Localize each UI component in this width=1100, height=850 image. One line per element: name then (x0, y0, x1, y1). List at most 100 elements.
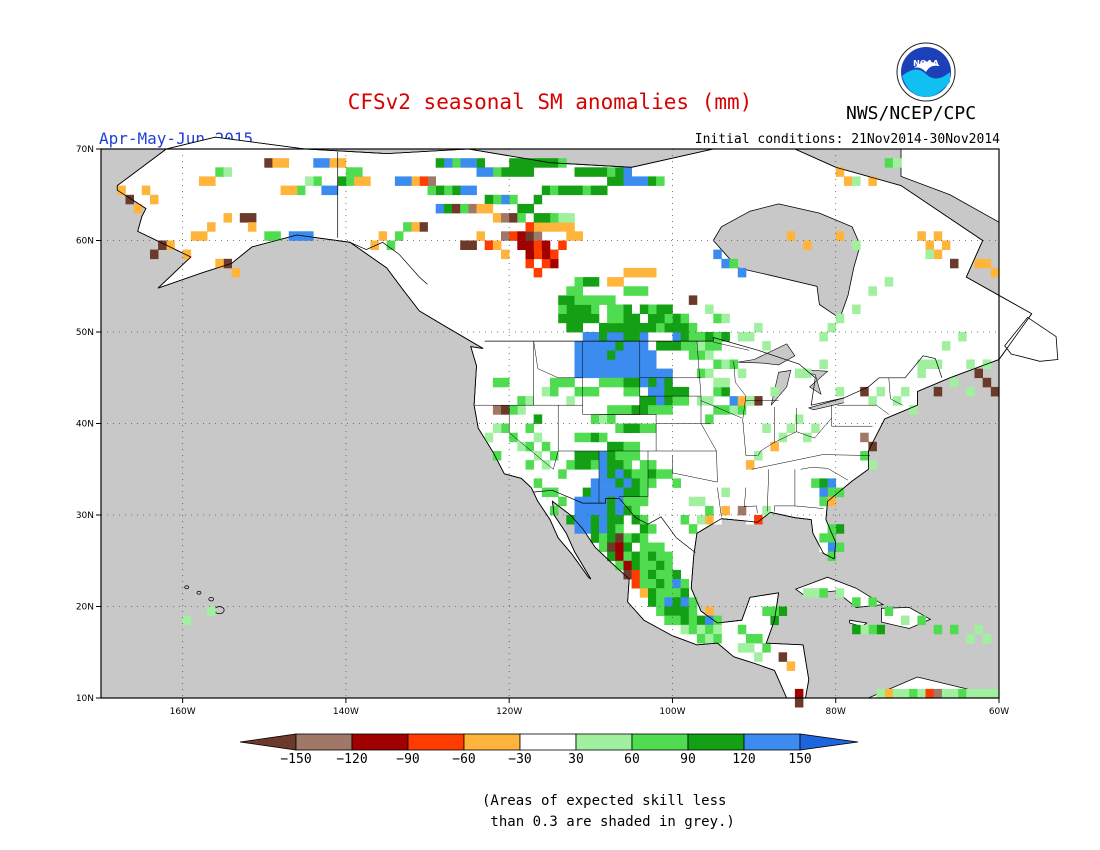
anomaly-cell (623, 451, 632, 461)
anomaly-cell (680, 386, 690, 397)
anomaly-cell (582, 295, 592, 305)
anomaly-cell (811, 478, 820, 488)
anomaly-cell (639, 405, 649, 415)
anomaly-cell (533, 213, 543, 223)
anomaly-cell (705, 606, 714, 616)
anomaly-cell (566, 313, 575, 324)
anomaly-cell (305, 231, 314, 241)
anomaly-cell (974, 688, 983, 699)
anomaly-cell (492, 213, 502, 223)
anomaly-cell (525, 158, 534, 168)
anomaly-cell (574, 286, 583, 296)
anomaly-cell (607, 176, 616, 186)
anomaly-cell (819, 359, 828, 369)
anomaly-cell (688, 350, 698, 360)
anomaly-cell (411, 176, 420, 186)
anomaly-cell (656, 588, 665, 598)
anomaly-cell (623, 313, 632, 324)
anomaly-cell (631, 478, 641, 488)
country-border (349, 241, 428, 285)
anomaly-cell (525, 423, 534, 433)
anomaly-cell (509, 432, 518, 443)
lat-label: 10N (76, 694, 94, 704)
state-border (744, 487, 758, 514)
anomaly-cell (582, 496, 592, 507)
anomaly-cell (296, 185, 306, 196)
anomaly-cell (533, 158, 543, 168)
anomaly-cell (925, 359, 934, 369)
anomaly-cell (582, 277, 592, 287)
anomaly-cell (737, 368, 747, 379)
colorbar-label: 150 (788, 752, 811, 767)
anomaly-cell (607, 515, 616, 525)
anomaly-cell (631, 359, 641, 369)
anomaly-cell (150, 194, 159, 205)
anomaly-cell (574, 515, 583, 525)
anomaly-cell (966, 386, 975, 397)
anomaly-cell (794, 688, 804, 699)
anomaly-cell (590, 167, 600, 177)
anomaly-cell (639, 368, 649, 379)
anomaly-cell (778, 432, 788, 443)
anomaly-cell (599, 341, 608, 351)
anomaly-cell (223, 167, 232, 177)
anomaly-cell (860, 451, 869, 461)
anomaly-cell (917, 615, 926, 626)
anomaly-cell (713, 624, 722, 635)
anomaly-cell (582, 350, 592, 360)
anomaly-cell (794, 414, 804, 424)
anomaly-cell (501, 423, 510, 433)
anomaly-cell (680, 615, 690, 626)
anomaly-cell (590, 496, 600, 507)
anomaly-cell (705, 368, 714, 379)
anomaly-cell (615, 359, 624, 369)
anomaly-cell (648, 469, 657, 479)
anomaly-cell (558, 158, 567, 168)
anomaly-cell (680, 579, 690, 589)
state-border (733, 361, 747, 456)
anomaly-cell (721, 487, 730, 498)
anomaly-cell (892, 158, 902, 168)
anomaly-cell (501, 377, 510, 388)
colorbar-swatch (463, 733, 521, 751)
anomaly-cell (705, 515, 714, 525)
anomaly-cell (639, 322, 649, 333)
lat-label: 30N (76, 511, 94, 521)
lake-superior (737, 343, 796, 366)
anomaly-cell (615, 441, 624, 452)
anomaly-cell (705, 634, 714, 644)
anomaly-cell (950, 624, 959, 635)
anomaly-cell (664, 341, 673, 351)
anomaly-cell (982, 688, 992, 699)
anomaly-cell (990, 386, 1000, 397)
anomaly-cell (696, 624, 706, 635)
anomaly-cell (590, 487, 600, 498)
anomaly-cell (623, 176, 632, 186)
anomaly-cell (615, 322, 624, 333)
anomaly-cell (672, 341, 681, 351)
colorbar-swatch (351, 733, 409, 751)
anomaly-cell (876, 688, 885, 699)
anomaly-cell (615, 524, 624, 534)
state-border (618, 451, 649, 497)
anomaly-cell (648, 524, 657, 534)
anomaly-cell (819, 496, 828, 507)
anomaly-cell (639, 332, 649, 342)
colorbar-swatch (743, 733, 801, 751)
anomaly-cell (623, 496, 632, 507)
anomaly-cell (582, 185, 592, 196)
anomaly-cell (615, 451, 624, 461)
anomaly-cell (631, 368, 641, 379)
anomaly-cell (966, 688, 975, 699)
anomaly-cell (599, 359, 608, 369)
anomaly-cell (419, 222, 428, 232)
lat-label: 40N (76, 420, 94, 430)
anomaly-cell (705, 624, 714, 635)
anomaly-cell (607, 505, 616, 516)
anomaly-cell (933, 249, 943, 260)
anomaly-cell (672, 386, 681, 397)
colorbar-label: −150 (280, 752, 311, 767)
anomaly-cell (264, 231, 273, 241)
anomaly-cell (566, 222, 575, 232)
anomaly-cell (958, 688, 967, 699)
